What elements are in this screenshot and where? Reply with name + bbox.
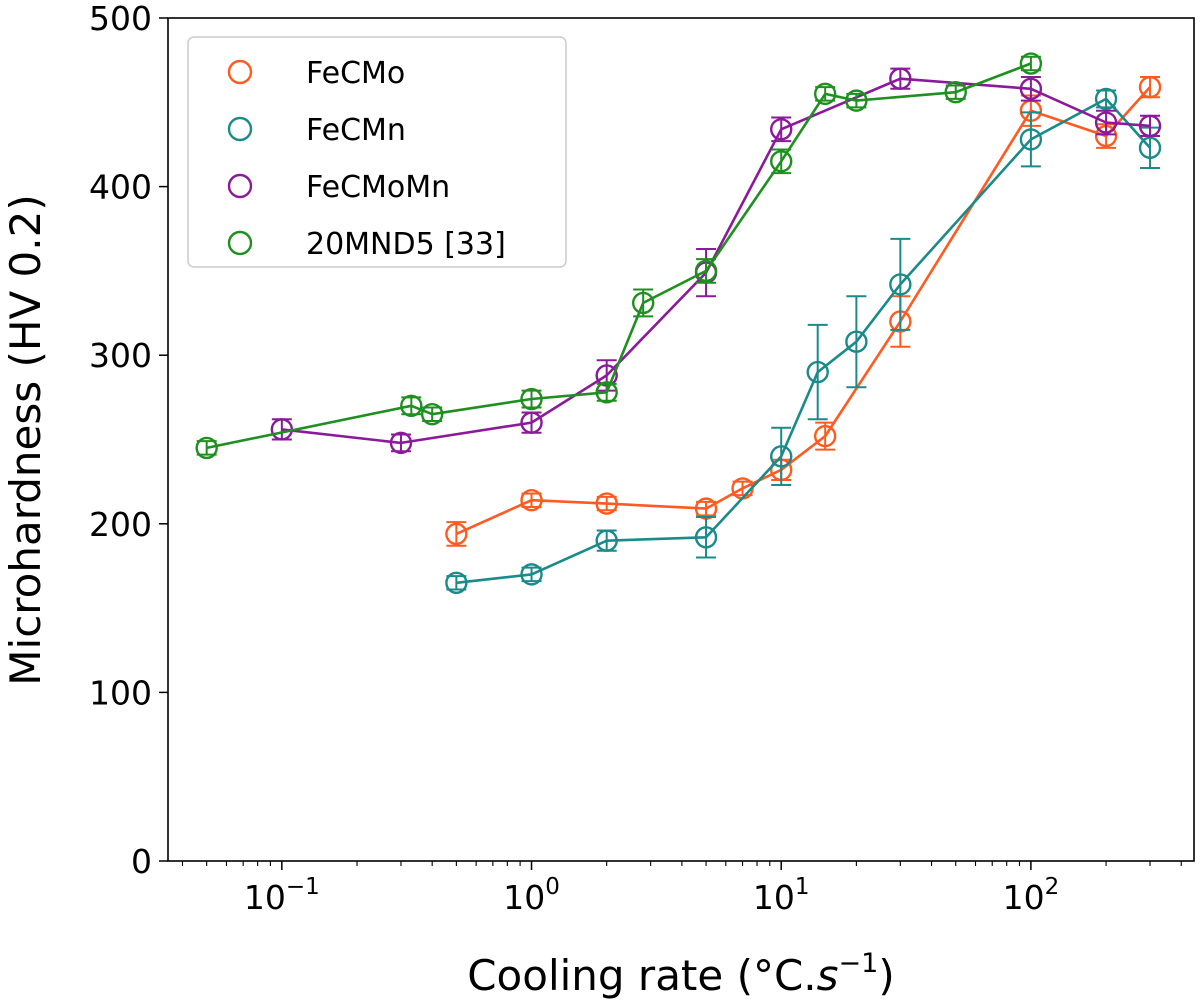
legend-label: FeCMoMn	[306, 170, 450, 205]
data-point	[1094, 111, 1118, 134]
x-tick-label: 100	[503, 874, 560, 917]
data-point	[770, 445, 793, 468]
legend-label: FeCMn	[306, 113, 406, 148]
y-axis-title: Microhardness (HV 0.2)	[1, 194, 50, 685]
data-point	[889, 67, 912, 90]
y-tick-label: 100	[89, 673, 152, 712]
y-tick-label: 400	[89, 168, 152, 207]
data-point	[595, 529, 618, 552]
data-point	[806, 360, 829, 384]
legend-label: FeCMo	[306, 56, 405, 91]
data-point	[520, 411, 543, 434]
series-line	[206, 62, 1032, 450]
data-point	[595, 381, 618, 404]
legend-marker	[227, 230, 253, 256]
y-tick-label: 0	[131, 842, 152, 881]
data-point	[1094, 87, 1118, 111]
y-tick-label: 500	[89, 0, 152, 38]
data-point	[520, 387, 543, 411]
data-point	[813, 82, 837, 106]
data-point	[445, 571, 468, 595]
ticks-layer: 10−1 100 101 102 0 100 200 300 400 500	[89, 0, 1182, 917]
data-point	[770, 150, 793, 173]
x-tick-label: 10−1	[244, 874, 320, 917]
data-point	[813, 424, 837, 448]
data-point	[1019, 128, 1043, 151]
series-20mnd5-33	[195, 52, 1043, 460]
data-point	[1138, 114, 1162, 138]
legend-marker	[227, 59, 253, 85]
data-point	[1019, 52, 1043, 75]
data-point	[1138, 75, 1162, 99]
data-point	[944, 80, 967, 104]
data-point	[770, 118, 793, 141]
data-point	[520, 488, 543, 512]
data-point	[595, 492, 618, 515]
series-layer	[195, 52, 1162, 595]
data-point	[631, 291, 655, 315]
data-point	[445, 522, 468, 546]
data-point	[845, 330, 868, 353]
data-point	[195, 436, 218, 460]
y-tick-label: 300	[89, 336, 152, 375]
series-fecmn	[445, 87, 1162, 595]
x-axis-title: Cooling rate (°C.s−1)	[467, 948, 895, 1000]
data-point	[694, 259, 718, 283]
data-point	[889, 273, 912, 296]
legend-label: 20MND5 [33]	[306, 227, 506, 262]
legend-marker	[227, 116, 253, 142]
data-point	[845, 89, 868, 112]
data-point	[400, 394, 423, 417]
data-point	[520, 563, 543, 586]
plot-frame	[167, 17, 1195, 862]
series-line	[281, 77, 1151, 445]
x-tick-label: 102	[1003, 874, 1060, 917]
data-point	[420, 403, 444, 426]
y-tick-label: 200	[89, 505, 152, 544]
data-point	[1019, 77, 1043, 101]
data-point	[389, 431, 413, 455]
legend-marker	[227, 173, 253, 199]
legend: FeCMo FeCMn FeCMoMn 20MND5 [33]	[187, 36, 567, 268]
series-fecmo	[445, 75, 1162, 547]
legend-box	[187, 36, 567, 268]
data-point	[1138, 136, 1162, 160]
x-tick-label: 101	[753, 874, 810, 917]
data-point	[694, 526, 718, 549]
